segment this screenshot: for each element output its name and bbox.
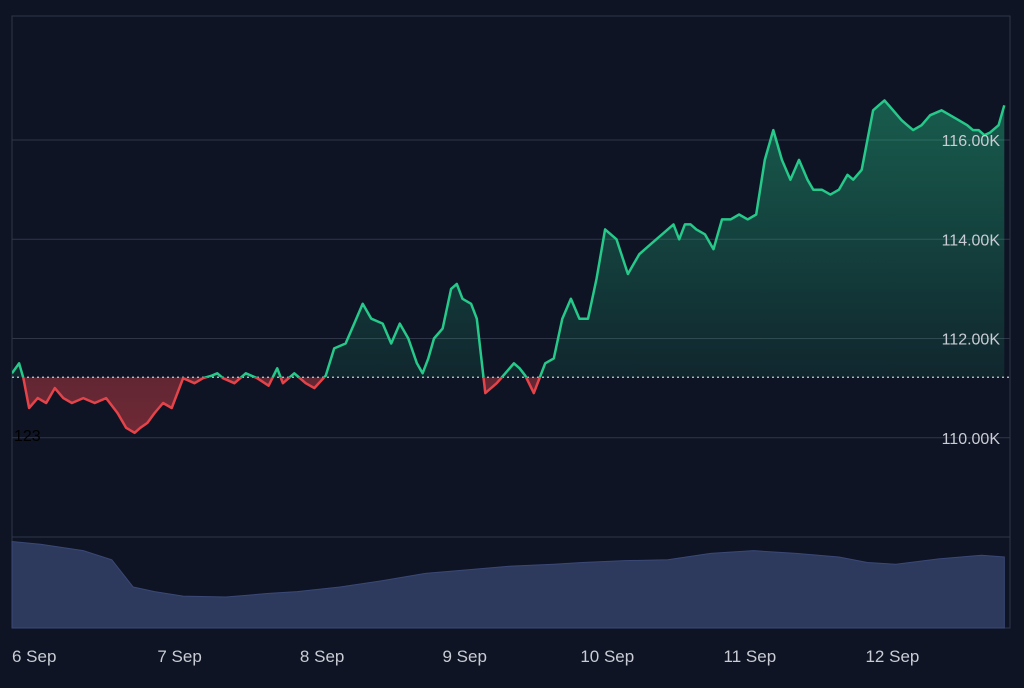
fill-above-baseline — [12, 100, 1005, 378]
y-tick-label-1: 112.00K — [942, 332, 1001, 349]
x-tick-label-4: 10 Sep — [580, 647, 634, 666]
price-line — [12, 99, 1006, 435]
x-axis-labels: 6 Sep 7 Sep 8 Sep 9 Sep 10 Sep 11 Sep 12 Sep — [12, 647, 919, 666]
x-tick-label-0: 6 Sep — [12, 647, 56, 666]
price-line-up — [12, 99, 1006, 378]
y-axis-labels: 110.00K 112.00K 114.00K 116.00K — [942, 133, 1001, 448]
x-tick-label-3: 9 Sep — [442, 647, 486, 666]
x-tick-label-5: 11 Sep — [724, 647, 777, 666]
y-tick-label-2: 114.00K — [942, 232, 1001, 249]
x-tick-label-1: 7 Sep — [157, 647, 201, 666]
y-tick-label-3: 116.00K — [942, 133, 1001, 150]
price-line-down — [21, 377, 542, 435]
y-tick-label-0: 110.00K — [942, 431, 1001, 448]
price-fill — [12, 100, 1005, 433]
x-tick-label-2: 8 Sep — [300, 647, 344, 666]
x-tick-label-6: 12 Sep — [865, 647, 919, 666]
volume-area — [11, 540, 1005, 629]
volume-series — [11, 540, 1005, 629]
corner-label: 123 — [14, 428, 41, 445]
fill-below-baseline — [23, 377, 540, 433]
